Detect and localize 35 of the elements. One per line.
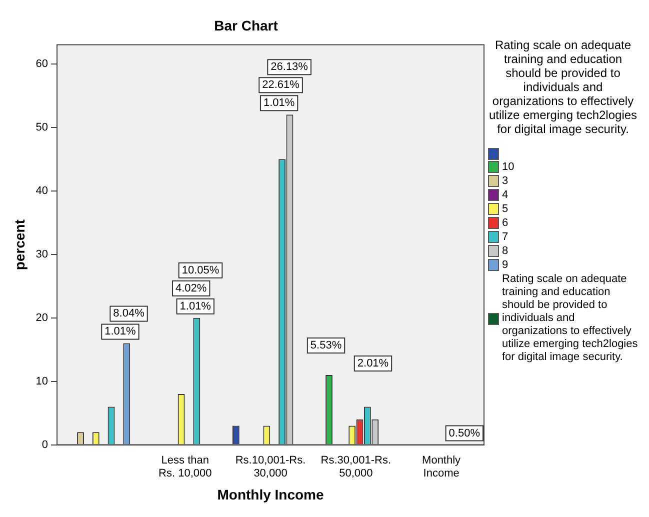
annotation: 10.05% (182, 264, 220, 276)
legend-label: 7 (502, 231, 508, 244)
annotation: 26.13% (270, 61, 308, 74)
y-tick-label: 50 (36, 121, 48, 134)
y-tick-label: 0 (42, 438, 48, 451)
legend-label: 4 (502, 189, 508, 202)
legend-label: 9 (502, 259, 508, 272)
annotation: 1.01% (263, 97, 295, 110)
annotation: 8.04% (113, 308, 145, 320)
chart-title: Bar Chart (214, 17, 278, 34)
y-tick-label: 30 (36, 248, 48, 260)
x-tick-label: Rs.30,001-Rs. 50,000 (320, 454, 392, 480)
legend-label: Rating scale on adequate training and education should be provided to individuals and organizations to effectively utilize emerging tech2logies for digital image security. (502, 273, 638, 364)
y-tick-label: 10 (36, 375, 48, 388)
legend-label: 5 (502, 203, 508, 216)
annotation: 22.61% (262, 79, 300, 92)
annotation: 5.53% (310, 339, 342, 352)
x-axis-title: Monthly Income (217, 486, 324, 502)
y-tick-label: 60 (36, 58, 48, 70)
y-tick-label: 40 (36, 184, 48, 197)
y-tick-label: 20 (36, 312, 48, 324)
y-axis-title: percent (11, 219, 28, 270)
legend-label: 10 (502, 161, 514, 174)
legend-label: 8 (502, 245, 508, 258)
legend-title: Rating scale on adequate training and education should be provided to individuals and organizations to effectively utilize emerging tech2logies for digital image security. (488, 38, 638, 136)
x-tick-label: Monthly Income (422, 454, 462, 480)
annotation: 1.01% (180, 300, 212, 312)
x-tick-label: Less than Rs. 10,000 (158, 454, 212, 480)
legend-label: 6 (502, 217, 508, 230)
x-tick-label: Rs.10,001-Rs. 30,000 (235, 454, 306, 480)
legend-label: 3 (502, 175, 508, 188)
annotation: 0.50% (448, 427, 480, 440)
annotation: 4.02% (176, 282, 207, 294)
annotation: 1.01% (104, 326, 136, 338)
annotation: 2.01% (357, 357, 389, 370)
